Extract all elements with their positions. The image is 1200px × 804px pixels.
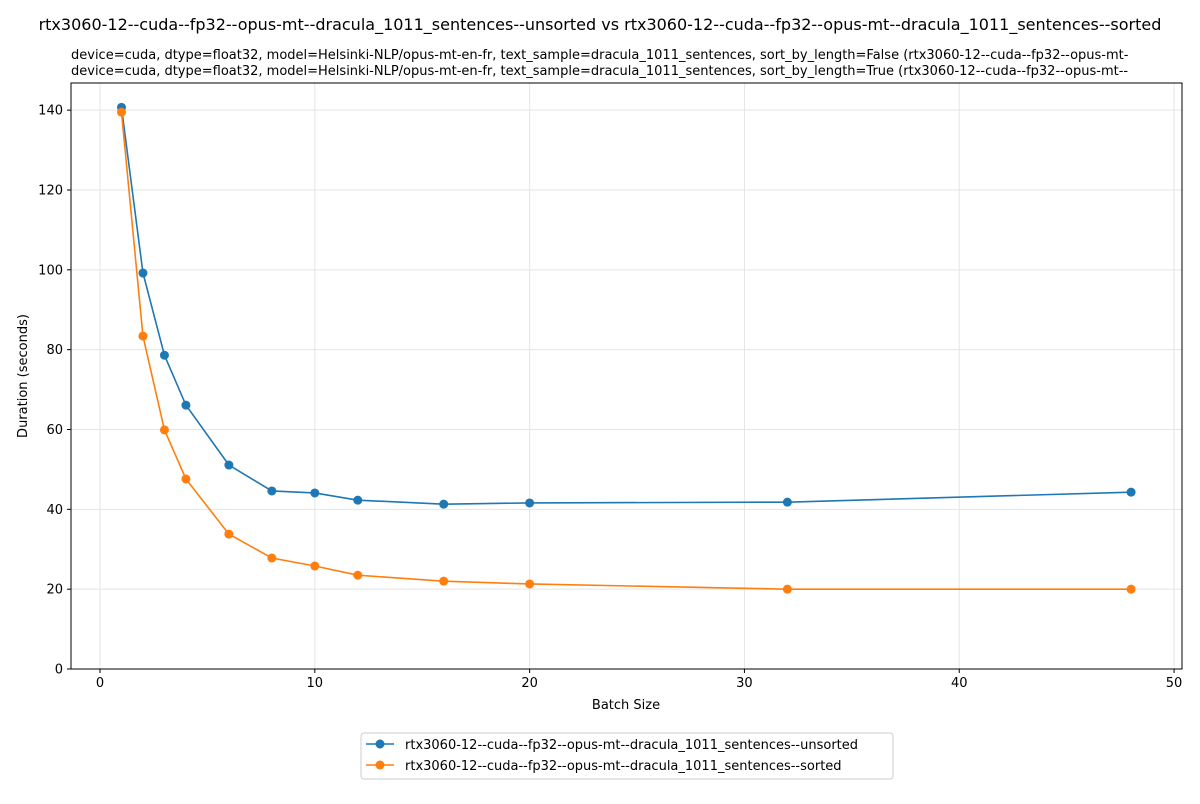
series-1-point	[353, 570, 363, 580]
series-0-point	[224, 460, 234, 470]
legend-marker-sorted	[375, 760, 385, 770]
y-tick-label: 0	[55, 663, 63, 678]
series-1-point	[116, 107, 126, 117]
series-1-point	[138, 331, 148, 341]
legend-marker-unsorted	[375, 739, 385, 749]
y-tick-label: 100	[38, 263, 63, 278]
series-1-point	[525, 579, 535, 589]
y-tick-label: 120	[38, 183, 63, 198]
x-tick-label: 20	[521, 676, 538, 691]
y-tick-label: 60	[46, 423, 63, 438]
legend: rtx3060-12--cuda--fp32--opus-mt--dracula…	[360, 732, 894, 780]
chart-subtitle-2: device=cuda, dtype=float32, model=Helsin…	[71, 64, 1128, 79]
series-0-point	[1126, 487, 1136, 497]
y-axis-label: Duration (seconds)	[16, 314, 31, 438]
x-tick-label: 30	[736, 676, 753, 691]
chart-title: rtx3060-12--cuda--fp32--opus-mt--dracula…	[39, 15, 1162, 35]
legend-box	[360, 732, 894, 780]
series-0-point	[138, 268, 148, 278]
chart-subtitle-1: device=cuda, dtype=float32, model=Helsin…	[71, 48, 1129, 63]
x-tick-label: 50	[1166, 676, 1183, 691]
series	[116, 102, 1136, 594]
series-1-point	[159, 425, 169, 435]
grid	[71, 83, 1182, 670]
plot-frame	[70, 82, 1183, 670]
series-0-point	[159, 350, 169, 360]
series-1-point	[782, 584, 792, 594]
series-0-point	[782, 497, 792, 507]
y-tick-label: 40	[46, 503, 63, 518]
legend-label-unsorted: rtx3060-12--cuda--fp32--opus-mt--dracula…	[405, 738, 858, 753]
legend-label-sorted: rtx3060-12--cuda--fp32--opus-mt--dracula…	[405, 759, 842, 774]
x-tick-label: 40	[951, 676, 968, 691]
series-0-point	[353, 495, 363, 505]
x-tick-label: 10	[307, 676, 324, 691]
series-0-point	[439, 499, 449, 509]
y-tick-label: 140	[38, 104, 63, 119]
series-0-point	[181, 400, 191, 410]
series-1-point	[267, 553, 277, 563]
ticks: 0 10 20 30 40 50 0 20 40 60 80 100 120 140	[38, 104, 1182, 691]
series-1-point	[310, 561, 320, 571]
series-line-1	[120, 112, 1132, 590]
series-1-point	[224, 529, 234, 539]
series-0-point	[525, 498, 535, 508]
series-1-point	[181, 474, 191, 484]
series-1-point	[439, 576, 449, 586]
series-0-point	[310, 488, 320, 498]
series-1-point	[1126, 584, 1136, 594]
x-tick-label: 0	[96, 676, 104, 691]
y-tick-label: 20	[46, 583, 63, 598]
y-tick-label: 80	[46, 343, 63, 358]
series-line-0	[120, 107, 1132, 505]
x-axis-label: Batch Size	[592, 698, 660, 713]
series-0-point	[267, 486, 277, 496]
